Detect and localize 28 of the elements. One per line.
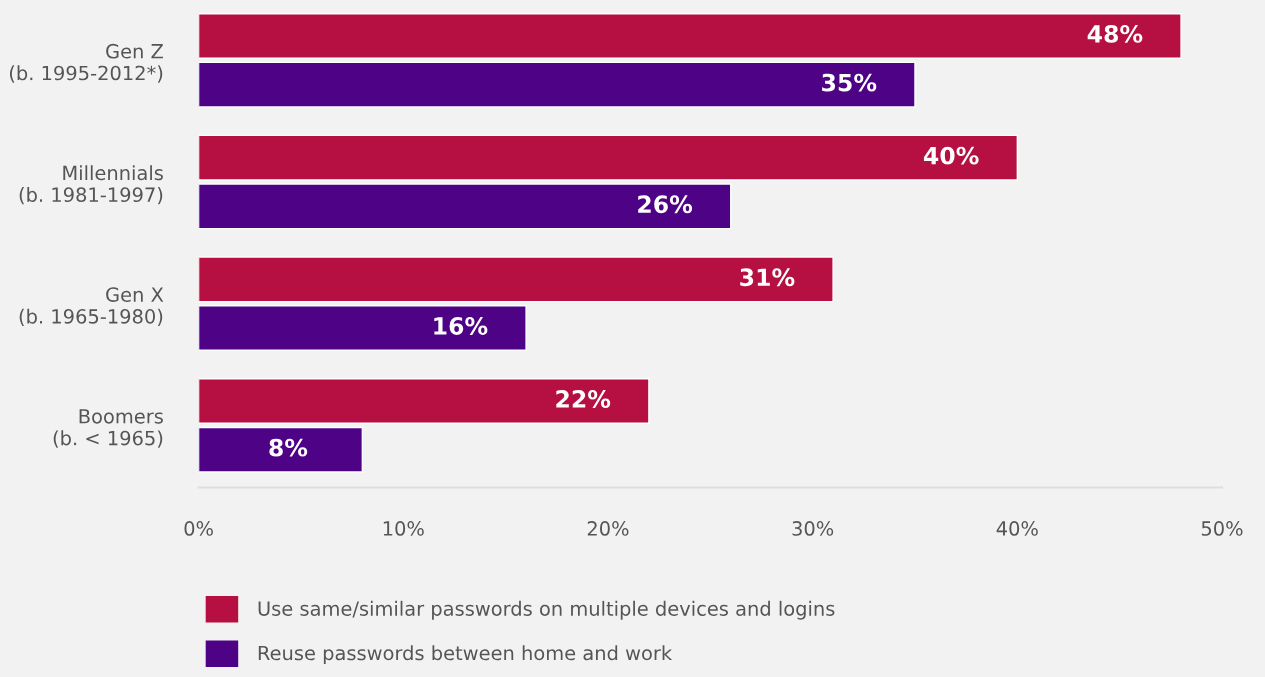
data-label: 22%	[556, 390, 611, 408]
legend-label: Use same/similar passwords on multiple devices and logins	[258, 600, 835, 620]
y-tick-label: Millennials (b. 1981-1997)	[19, 165, 163, 205]
bar	[198, 426, 364, 473]
data-label: 8%	[269, 438, 308, 457]
y-tick-label: Gen Z (b. 1995-2012*)	[9, 43, 164, 83]
y-tick-label: Boomers (b. < 1965)	[53, 409, 163, 448]
data-label: 35%	[822, 73, 877, 92]
x-tick-label: 40%	[996, 521, 1038, 536]
legend-label: Reuse passwords between home and work	[258, 645, 673, 665]
data-label: 16%	[434, 317, 488, 335]
bar	[198, 13, 1182, 59]
bar	[198, 305, 527, 351]
x-tick-label: 50%	[1201, 521, 1243, 536]
x-tick-label: 10%	[383, 521, 424, 536]
x-tick-label: 0%	[184, 521, 213, 536]
data-label: 48%	[1087, 24, 1143, 43]
y-tick-label: Gen X (b. 1965-1980)	[19, 287, 164, 327]
bar	[198, 256, 834, 303]
data-label: 40%	[923, 146, 979, 165]
bar	[198, 183, 732, 230]
data-label: 26%	[638, 195, 693, 214]
bar	[198, 378, 650, 425]
bar	[198, 61, 916, 108]
x-tick-label: 20%	[587, 521, 629, 536]
bar	[198, 134, 1019, 181]
data-label: 31%	[740, 268, 795, 287]
x-tick-label: 30%	[792, 521, 834, 536]
